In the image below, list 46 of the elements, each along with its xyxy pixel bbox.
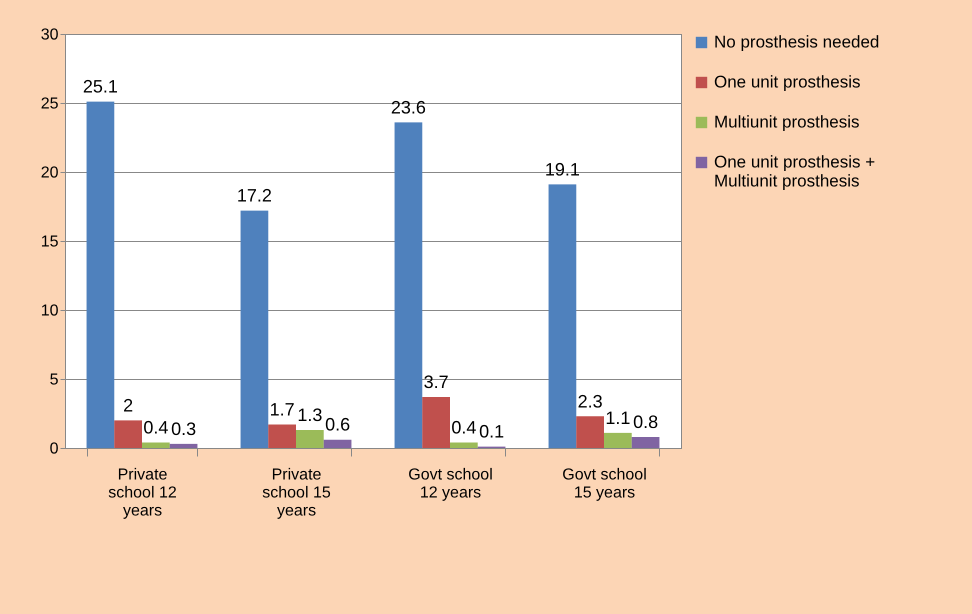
bar [114,420,142,448]
data-label: 1.3 [297,405,322,426]
bar [548,184,576,448]
bar [240,210,268,448]
x-tick-label: Govt school 15 years [562,466,647,502]
data-label: 0.6 [325,414,350,435]
y-tick-label: 20 [40,164,59,182]
x-tick-label: Private school 15 years [262,466,331,520]
data-label: 0.4 [451,417,476,438]
bar [394,122,422,448]
data-label: 19.1 [544,159,580,180]
bar [422,396,450,448]
x-tick-label: Govt school 12 years [408,466,493,502]
data-label: 0.4 [143,417,168,438]
y-tick-label: 5 [50,372,59,388]
data-label: 23.6 [390,97,426,118]
data-label: 2 [123,395,134,416]
legend-label: Multiunit prosthesis [714,112,860,132]
bar [604,432,632,448]
y-tick-label: 10 [40,302,59,320]
legend-label: One unit prosthesis + Multiunit prosthesis [714,152,876,190]
bar [324,440,352,448]
bar [576,416,604,448]
bar [86,102,114,448]
legend-label: One unit prosthesis [714,72,860,92]
y-tick-label: 30 [40,26,59,44]
bar [268,424,296,448]
bar [296,430,324,448]
data-label: 2.3 [578,391,603,412]
data-label: 3.7 [424,372,449,392]
bar [632,436,660,448]
data-label: 0.1 [479,422,504,442]
y-tick-label: 0 [50,440,59,458]
data-label: 25.1 [82,76,118,97]
y-tick-label: 25 [40,96,59,112]
data-label: 1.7 [270,400,295,420]
data-label: 0.3 [171,418,196,439]
bar [142,442,170,448]
data-label: 0.8 [633,412,658,432]
data-label: 17.2 [236,186,272,206]
y-tick-label: 15 [40,234,59,250]
x-tick-label: Private school 12 years [108,466,177,520]
bar [450,442,478,448]
bar [170,444,198,448]
legend-label: No prosthesis needed [714,32,880,52]
data-label: 1.1 [605,408,630,428]
